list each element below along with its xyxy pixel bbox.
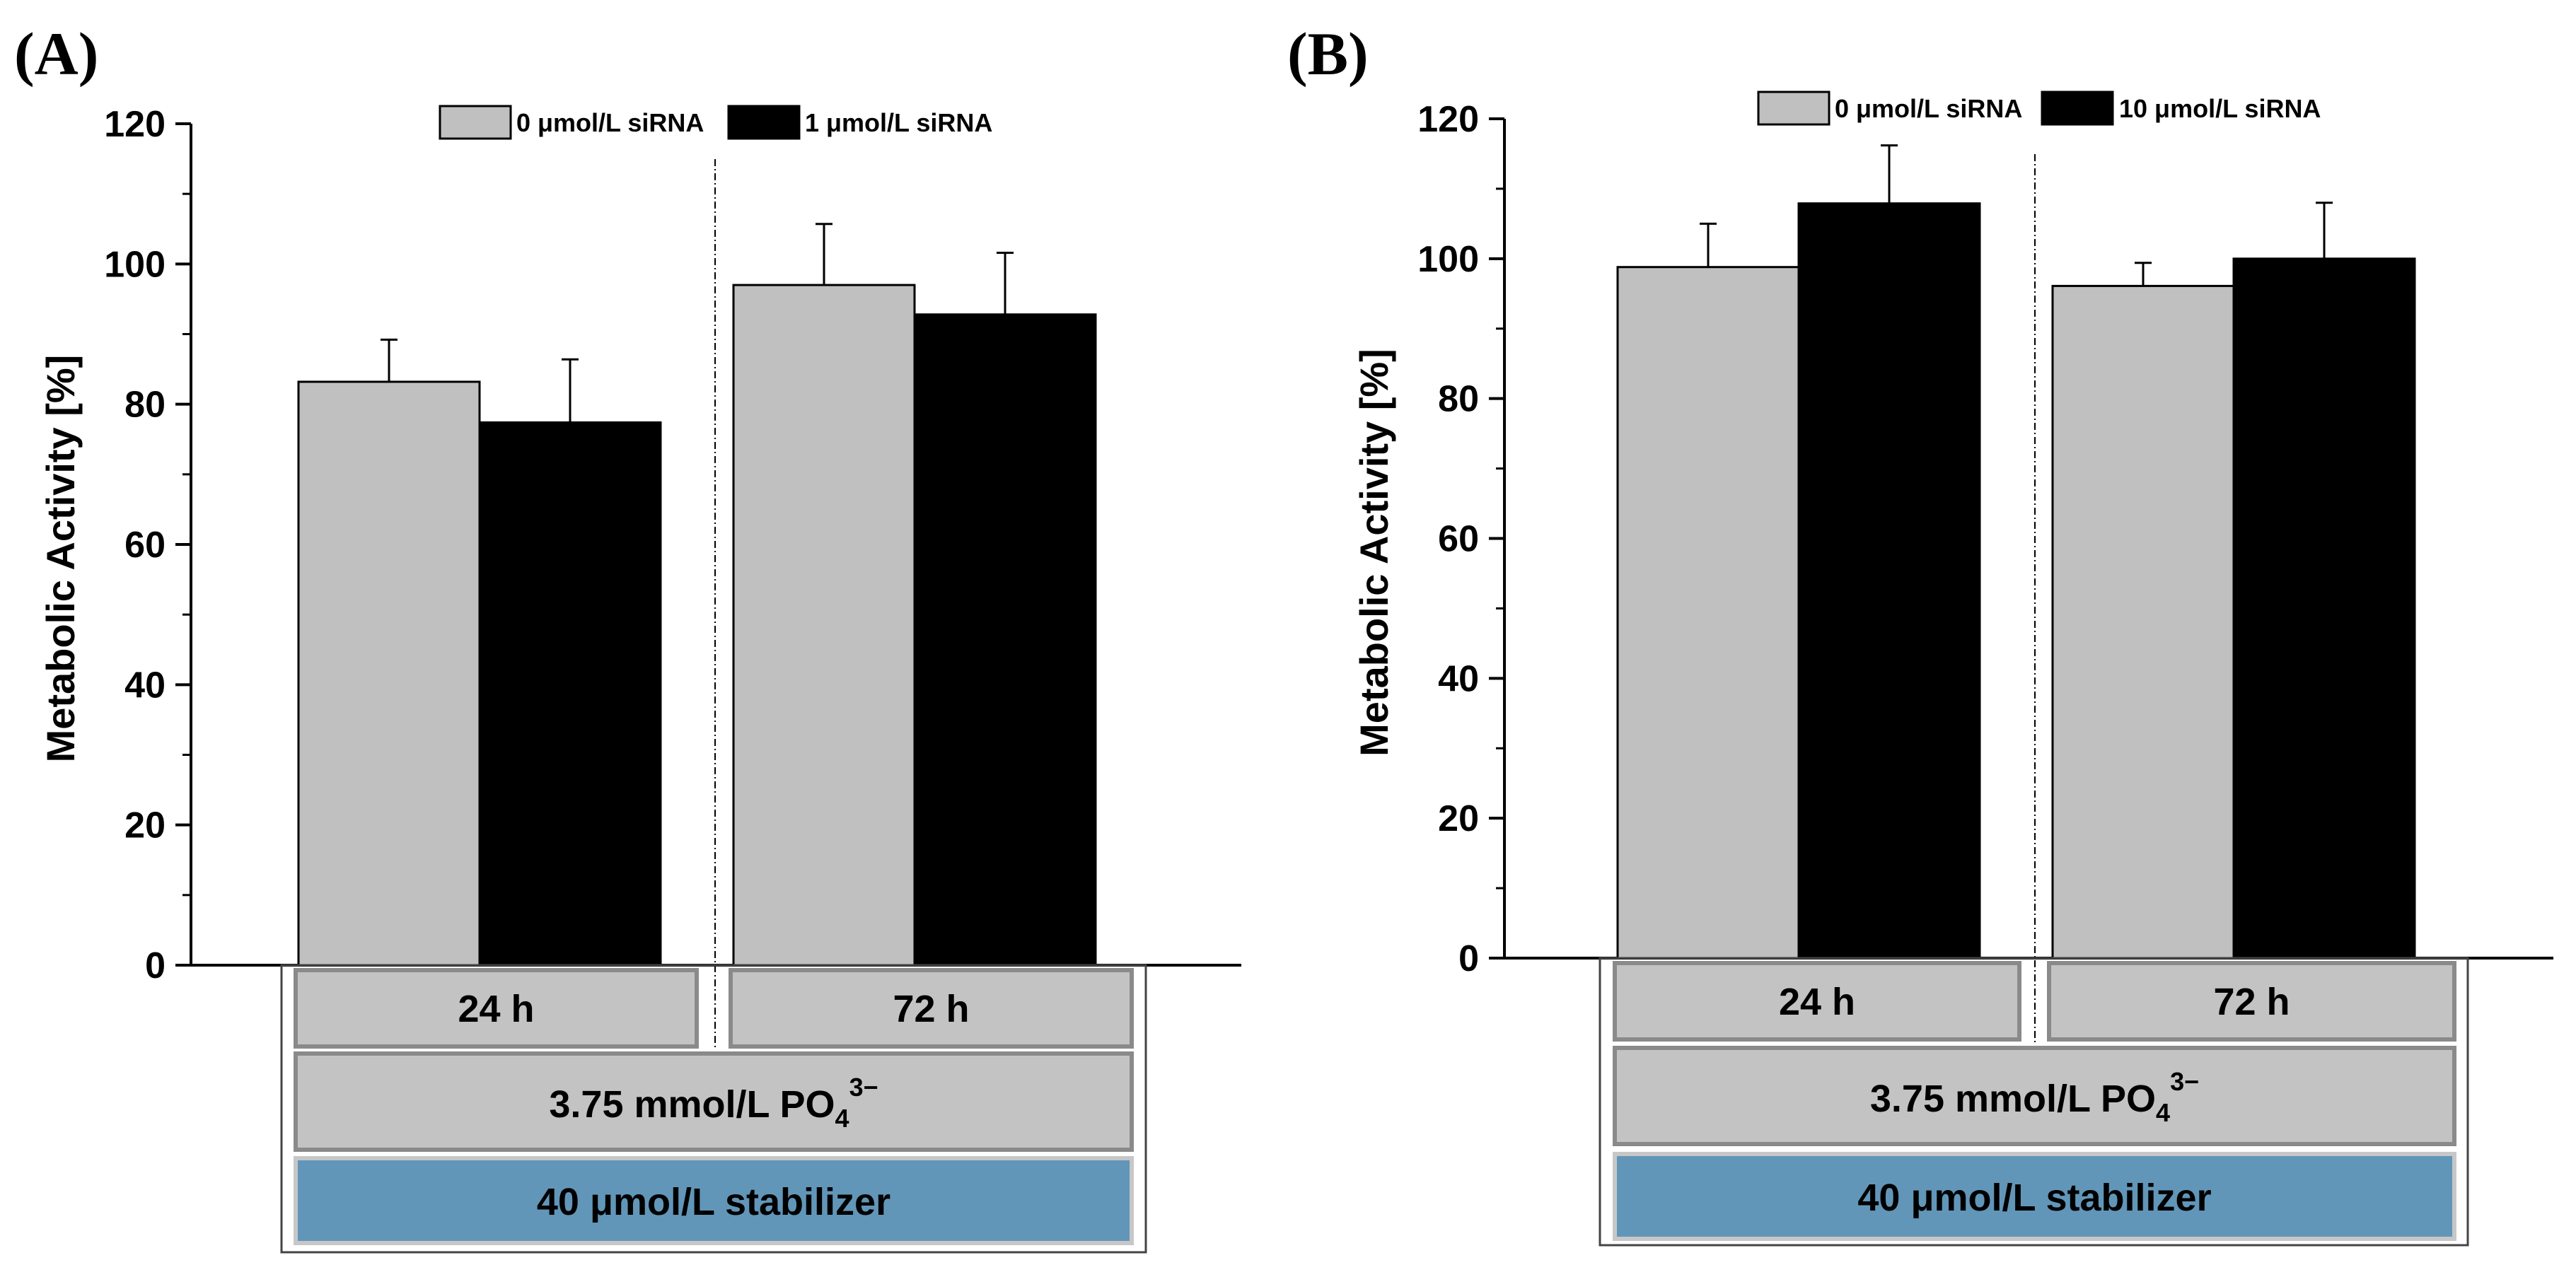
stabilizer-label: 40 μmol/L stabilizer — [1857, 1177, 2211, 1219]
bar-24h-series-0 — [297, 380, 481, 967]
y-tick-label: 60 — [1438, 519, 1479, 560]
phosphate-box — [294, 1051, 1134, 1152]
chart-panel-a: (A) 0 20 40 60 80 100 120 Metabolic Activity [%]… — [14, 20, 1241, 1254]
y-tick-label: 80 — [124, 385, 166, 426]
legend-label-1: 1 μmol/L siRNA — [805, 108, 992, 137]
bar-72h-series-1 — [913, 313, 1097, 967]
y-tick-label: 40 — [124, 665, 166, 706]
y-tick-label: 40 — [1438, 658, 1479, 699]
panel-label: (B) — [1287, 20, 1369, 88]
legend-label-0: 0 μmol/L siRNA — [516, 108, 704, 137]
time-box — [1613, 961, 2021, 1042]
time-label: 24 h — [458, 988, 534, 1030]
y-tick-label: 80 — [1438, 379, 1479, 420]
bar-72h-series-0 — [2051, 284, 2235, 960]
y-tick-label: 100 — [104, 244, 166, 285]
legend-label-0: 0 μmol/L siRNA — [1835, 94, 2022, 123]
chart-panel-b: (B) 0 20 40 60 80 100 120 Metabolic Activity [%]… — [1287, 20, 2553, 1247]
phosphate-box — [1613, 1046, 2456, 1146]
y-axis-title: Metabolic Activity [%] — [38, 355, 83, 763]
y-tick-label: 120 — [104, 104, 166, 145]
time-label: 72 h — [2213, 981, 2290, 1023]
phosphate-label: 3.75 mmol/L PO43− — [1870, 1067, 2199, 1127]
condition-frame — [1599, 957, 2469, 1247]
y-tick-label: 20 — [124, 805, 166, 846]
time-box — [2047, 961, 2456, 1042]
legend-swatch-0 — [1757, 91, 1831, 126]
y-tick-label: 0 — [1458, 938, 1479, 979]
bar-24h-series-1 — [478, 421, 662, 967]
y-tick-label: 120 — [1417, 99, 1479, 140]
legend-swatch-0 — [439, 105, 512, 140]
bar-24h-series-0 — [1616, 266, 1800, 960]
time-box — [729, 968, 1134, 1049]
legend-label-1: 10 μmol/L siRNA — [2119, 94, 2321, 123]
stabilizer-box — [294, 1156, 1134, 1245]
time-label: 24 h — [1779, 981, 1855, 1023]
y-tick-label: 100 — [1417, 239, 1479, 280]
phosphate-label: 3.75 mmol/L PO43− — [549, 1073, 878, 1133]
condition-frame — [280, 964, 1147, 1254]
legend-swatch-1 — [727, 105, 801, 140]
bar-24h-series-1 — [1797, 202, 1981, 960]
y-axis-title: Metabolic Activity [%] — [1352, 349, 1396, 757]
time-box — [294, 968, 699, 1049]
time-label: 72 h — [893, 988, 969, 1030]
bar-72h-series-0 — [732, 284, 916, 967]
panel-label: (A) — [14, 20, 98, 88]
bar-72h-series-1 — [2232, 257, 2416, 960]
y-tick-label: 60 — [124, 525, 166, 566]
legend-swatch-1 — [2041, 91, 2114, 126]
stabilizer-box — [1613, 1152, 2456, 1241]
y-tick-label: 0 — [145, 945, 166, 986]
y-tick-label: 20 — [1438, 798, 1479, 839]
stabilizer-label: 40 μmol/L stabilizer — [537, 1181, 890, 1223]
